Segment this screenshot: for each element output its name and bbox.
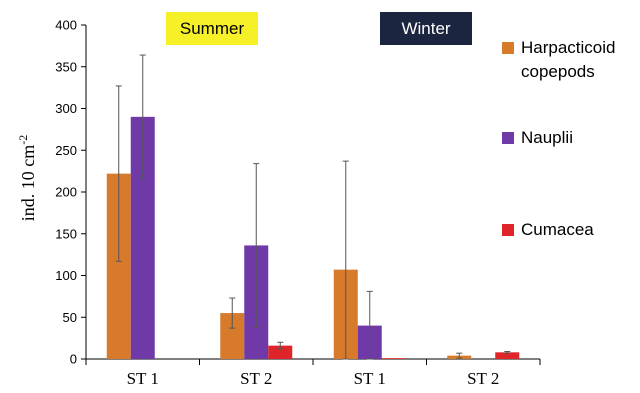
- season-label: Summer: [180, 19, 245, 38]
- legend-swatch: [502, 132, 514, 144]
- season-label-box: [166, 12, 258, 45]
- y-tick-label: 0: [70, 352, 77, 367]
- legend-swatch: [502, 224, 514, 236]
- legend-label: Cumacea: [521, 220, 594, 239]
- y-tick-label: 200: [55, 185, 77, 200]
- y-tick-label: 350: [55, 59, 77, 74]
- season-labels: Summer Winter: [166, 12, 472, 45]
- bar: [268, 345, 293, 359]
- legend-label: Harpacticoid copepods: [521, 38, 616, 81]
- bar: [495, 352, 520, 359]
- bar: [381, 358, 406, 359]
- y-axis: 0 50 100 150 200 250 300 350 400: [55, 18, 87, 367]
- y-axis-label-base: ind. 10 cm: [18, 145, 38, 222]
- y-tick-label: 50: [63, 310, 77, 325]
- legend: Harpacticoid copepods Nauplii Cumacea: [502, 38, 616, 239]
- error-bars: [115, 54, 511, 360]
- y-tick-label: 250: [55, 143, 77, 158]
- x-tick-label: ST 1: [354, 369, 386, 388]
- bars: [106, 116, 520, 359]
- y-tick-label: 300: [55, 101, 77, 116]
- y-tick-label: 400: [55, 18, 77, 33]
- x-axis: ST 1 ST 2 ST 1 ST 2: [85, 358, 541, 388]
- y-tick-label: 100: [55, 268, 77, 283]
- y-axis-label-superscript: -2: [16, 135, 30, 145]
- legend-label: Nauplii: [521, 128, 573, 147]
- season-label: Winter: [401, 19, 450, 38]
- x-tick-label: ST 1: [127, 369, 159, 388]
- y-axis-label: ind. 10 cm-2: [16, 135, 38, 222]
- season-label-box: [380, 12, 472, 45]
- legend-swatch: [502, 42, 514, 54]
- x-tick-label: ST 2: [240, 369, 272, 388]
- x-tick-label: ST 2: [467, 369, 499, 388]
- y-tick-label: 150: [55, 226, 77, 241]
